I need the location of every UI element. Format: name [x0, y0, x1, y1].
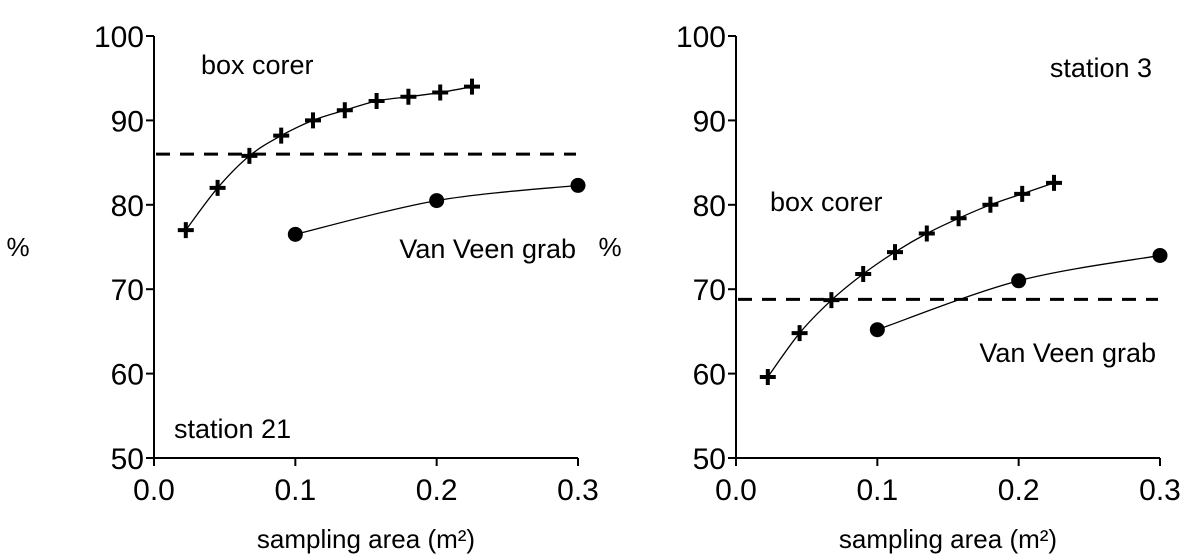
plus-marker: [791, 325, 808, 342]
plus-marker: [464, 78, 480, 95]
x-axis-label: sampling area (m²): [839, 524, 1057, 554]
x-tick-label: 0.1: [274, 474, 316, 507]
plus-marker: [400, 88, 417, 105]
y-tick-label: 90: [111, 105, 144, 138]
circle-marker: [287, 226, 303, 242]
plus-marker: [855, 266, 872, 283]
x-tick-label: 0.2: [416, 474, 458, 507]
y-tick-label: 70: [111, 274, 144, 307]
y-tick-label: 100: [676, 21, 726, 54]
plus-marker: [887, 244, 903, 261]
y-axis-label: %: [598, 232, 621, 262]
x-tick-label: 0.3: [1139, 474, 1181, 507]
series-line-box-corer: [185, 86, 473, 231]
x-tick-label: 0.0: [133, 474, 175, 507]
plus-marker: [823, 292, 840, 309]
station-label: station 21: [174, 414, 291, 444]
y-tick-label: 50: [111, 443, 144, 476]
chart-panel-1: 50 60 70 80 90 100 0.0 0.1 0.2 0.3 sampling area (…: [6, 21, 598, 554]
y-tick-label: 100: [94, 21, 144, 54]
plus-marker: [759, 368, 776, 385]
y-tick-label: 90: [693, 105, 726, 138]
series-label: box corer: [201, 50, 314, 80]
series-label: Van Veen grab: [399, 234, 576, 264]
series-label: Van Veen grab: [979, 338, 1156, 368]
y-tick-label: 70: [693, 274, 726, 307]
circle-marker: [570, 177, 586, 193]
station-label: station 3: [1050, 53, 1152, 83]
circle-marker: [1011, 273, 1027, 289]
series-line-van-veen-grab: [295, 184, 579, 235]
series-line-van-veen-grab: [877, 254, 1161, 331]
x-tick-label: 0.3: [557, 474, 599, 507]
plus-marker: [305, 112, 321, 129]
chart-panel-2: 50 60 70 80 90 100 0.0 0.1 0.2 0.3 sampling area (…: [598, 21, 1180, 554]
plus-marker: [918, 225, 935, 242]
y-axis-label: %: [6, 232, 29, 262]
plus-marker: [1046, 174, 1062, 191]
plus-marker: [209, 179, 226, 196]
y-tick-label: 60: [111, 359, 144, 392]
plus-marker: [177, 222, 194, 239]
y-tick-label: 80: [111, 190, 144, 223]
plus-marker: [950, 210, 967, 227]
plus-marker: [368, 92, 385, 109]
series-line-box-corer: [767, 182, 1055, 378]
y-tick-label: 50: [693, 443, 726, 476]
plus-marker: [336, 102, 353, 119]
x-tick-label: 0.0: [715, 474, 757, 507]
plus-marker: [273, 127, 290, 144]
y-tick-label: 60: [693, 359, 726, 392]
plus-marker: [1014, 185, 1031, 202]
plus-marker: [982, 196, 999, 213]
x-tick-label: 0.2: [998, 474, 1040, 507]
circle-marker: [869, 322, 885, 338]
series-label: box corer: [770, 187, 883, 217]
x-tick-label: 0.1: [856, 474, 898, 507]
x-axis-label: sampling area (m²): [257, 524, 475, 554]
plus-marker: [432, 84, 449, 101]
circle-marker: [1152, 247, 1168, 263]
y-tick-label: 80: [693, 190, 726, 223]
circle-marker: [429, 193, 445, 209]
plus-marker: [241, 147, 258, 164]
